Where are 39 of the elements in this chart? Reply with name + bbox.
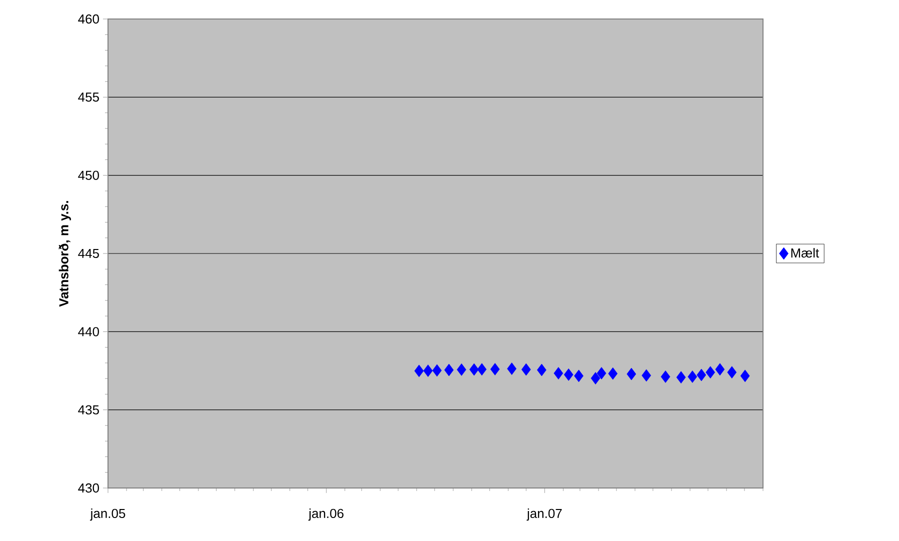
x-tick-label: jan.05 [90, 508, 126, 521]
point [554, 367, 564, 380]
point [456, 363, 466, 376]
y-tick-label: 435 [78, 405, 99, 414]
point [432, 364, 442, 377]
point [423, 364, 433, 377]
point [727, 366, 737, 378]
point [564, 368, 574, 381]
point [490, 363, 500, 376]
x-tick-label: jan.07 [526, 508, 562, 521]
point [414, 364, 424, 378]
point [706, 366, 716, 378]
point [521, 363, 531, 376]
point [660, 370, 670, 383]
x-tick-label: jan.06 [308, 508, 344, 521]
point [696, 368, 706, 382]
y-tick-label: 440 [78, 327, 99, 336]
legend-label: Mælt [791, 248, 820, 258]
point [507, 362, 516, 375]
y-tick-label: 455 [78, 92, 99, 102]
point [688, 370, 698, 383]
point [574, 370, 584, 382]
y-axis-title: Vatnsborð, m y.s. [58, 201, 71, 307]
point [740, 370, 750, 382]
y-tick-label: 430 [78, 483, 99, 493]
point [626, 368, 636, 380]
point [444, 364, 454, 376]
y-tick-label: 450 [78, 170, 99, 180]
point [469, 363, 479, 376]
point [477, 363, 487, 376]
point [537, 364, 546, 376]
y-tick-label: 460 [78, 14, 99, 24]
point [642, 369, 652, 382]
point [590, 372, 600, 384]
point [596, 367, 606, 380]
point [608, 367, 618, 380]
point [715, 363, 725, 376]
y-tick-label: 445 [78, 248, 99, 258]
point [676, 371, 686, 384]
